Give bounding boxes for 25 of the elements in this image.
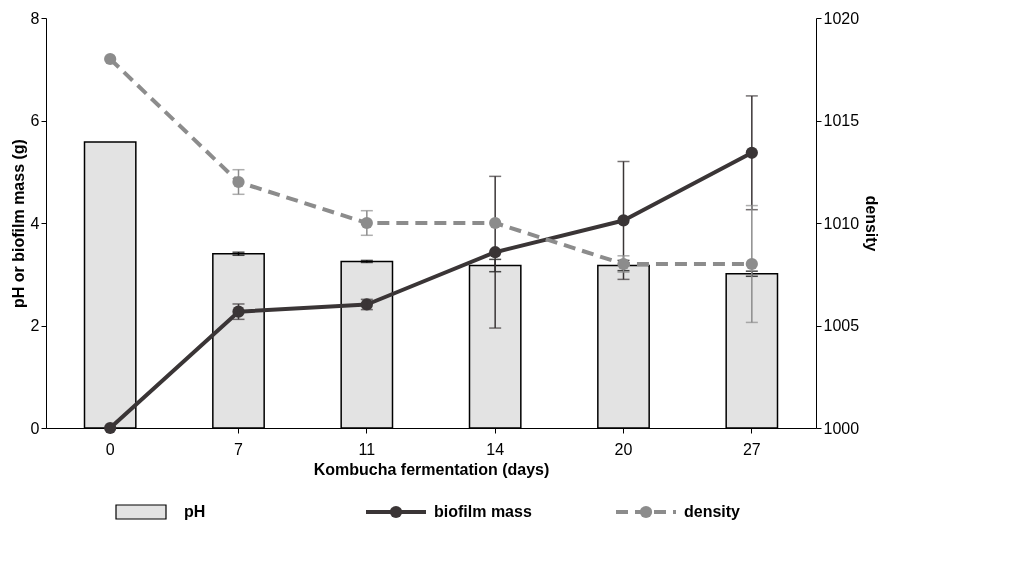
x-tick-label: 11 (358, 440, 376, 458)
y-tick-label: 2 (30, 317, 40, 334)
x-tick-label: 0 (105, 440, 115, 458)
point (104, 421, 117, 435)
x-tick-label: 14 (486, 440, 505, 458)
x-tick-label: 20 (614, 440, 633, 458)
y2-tick-label: 1005 (823, 317, 860, 334)
y2-tick-label: 1015 (823, 112, 860, 129)
x-tick-label: 7 (234, 440, 244, 458)
x-tick-label: 27 (742, 440, 761, 458)
y2-tick-label: 1020 (823, 9, 860, 27)
legend-label: biofilm mass (434, 503, 532, 520)
y-tick-label: 0 (30, 419, 40, 437)
y2-tick-label: 1000 (823, 419, 860, 437)
legend-label: density (684, 503, 741, 520)
y-tick-label: 6 (30, 112, 40, 129)
x-axis-title: Kombucha fermentation (days) (313, 460, 550, 478)
point (489, 216, 502, 230)
y2-tick-label: 1010 (823, 214, 860, 232)
y2-axis-title: density (863, 195, 881, 252)
point (104, 52, 117, 66)
y-tick-label: 4 (30, 214, 40, 232)
y-tick-label: 8 (30, 9, 40, 27)
y-axis-title: pH or biofilm mass (g) (9, 139, 27, 308)
legend-label: pH (184, 503, 206, 520)
